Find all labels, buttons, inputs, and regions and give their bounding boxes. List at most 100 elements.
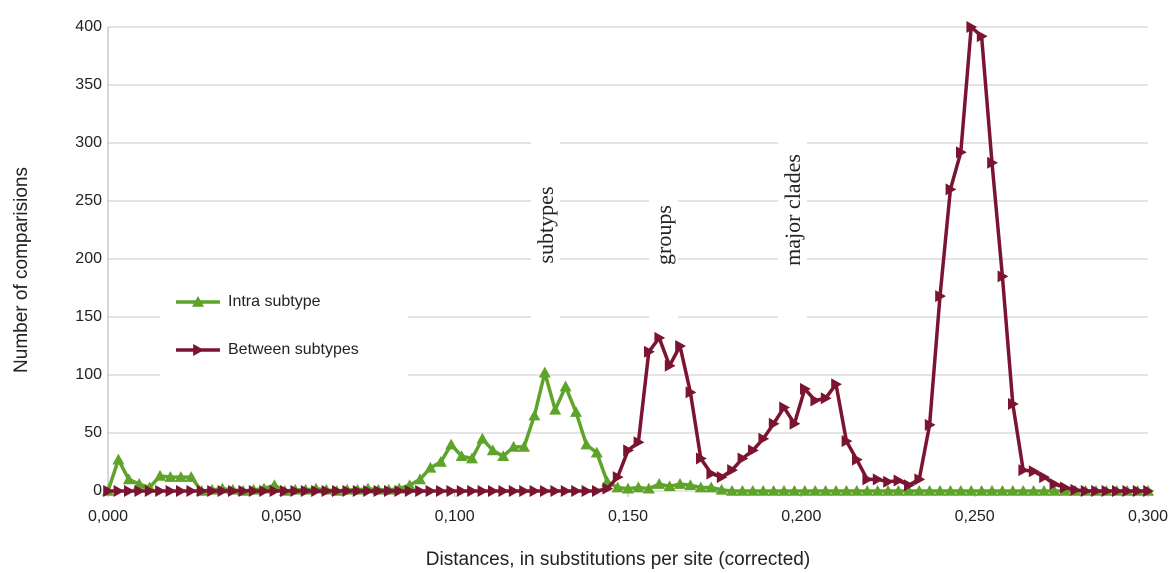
marker xyxy=(664,359,676,372)
marker xyxy=(508,485,520,497)
marker xyxy=(727,464,738,477)
y-tick-label: 0 xyxy=(93,482,102,499)
marker xyxy=(373,485,385,497)
marker xyxy=(767,485,780,496)
marker xyxy=(789,417,801,430)
marker xyxy=(1122,485,1134,497)
y-tick-label: 300 xyxy=(75,134,102,151)
marker xyxy=(290,485,302,497)
marker xyxy=(653,478,666,489)
marker xyxy=(902,485,915,496)
marker xyxy=(436,485,447,497)
marker xyxy=(352,485,364,497)
marker xyxy=(113,485,125,497)
marker xyxy=(434,456,447,467)
marker xyxy=(394,485,406,497)
marker xyxy=(850,485,863,496)
y-tick-label: 250 xyxy=(75,192,102,209)
marker xyxy=(1017,485,1030,496)
annotation-text: major clades xyxy=(780,154,805,266)
marker xyxy=(1132,485,1144,497)
annotation: subtypes xyxy=(531,126,561,324)
annotation: groups xyxy=(649,145,679,325)
marker xyxy=(893,474,905,487)
marker xyxy=(871,485,884,496)
marker xyxy=(758,432,770,445)
marker xyxy=(705,481,718,493)
marker xyxy=(165,485,177,497)
marker xyxy=(529,485,541,497)
marker xyxy=(736,485,749,496)
marker xyxy=(840,485,853,496)
marker xyxy=(632,481,645,493)
marker xyxy=(944,485,957,496)
marker xyxy=(923,485,936,496)
marker xyxy=(414,473,426,485)
marker xyxy=(174,471,187,482)
marker xyxy=(862,473,874,486)
x-tick-label: 0,250 xyxy=(955,508,995,525)
marker xyxy=(633,436,645,449)
marker xyxy=(1070,483,1082,496)
marker xyxy=(913,485,926,496)
marker xyxy=(934,485,946,496)
marker xyxy=(788,485,801,496)
x-axis-label: Distances, in substitutions per site (co… xyxy=(426,549,810,570)
x-tick-label: 0,100 xyxy=(435,508,475,525)
marker xyxy=(196,485,208,497)
marker xyxy=(466,452,478,464)
marker xyxy=(363,485,374,497)
marker xyxy=(477,485,489,497)
marker xyxy=(1049,478,1061,491)
marker xyxy=(1018,464,1030,477)
marker xyxy=(122,473,135,485)
marker xyxy=(996,485,1009,496)
marker xyxy=(248,485,260,497)
marker xyxy=(486,444,499,456)
marker xyxy=(134,485,146,497)
marker xyxy=(1006,485,1019,496)
marker xyxy=(757,485,770,496)
marker xyxy=(269,485,281,497)
marker xyxy=(1028,465,1040,478)
annotation-text: subtypes xyxy=(533,187,558,264)
marker xyxy=(715,483,728,495)
marker xyxy=(415,485,426,497)
annotation-bg xyxy=(649,145,679,325)
marker xyxy=(498,485,510,497)
annotation: major clades xyxy=(778,94,808,326)
marker xyxy=(192,296,204,307)
marker xyxy=(602,482,614,495)
marker xyxy=(622,482,634,494)
marker xyxy=(155,485,166,497)
marker xyxy=(654,331,666,344)
marker xyxy=(746,485,759,496)
marker xyxy=(590,446,603,458)
marker xyxy=(945,183,957,196)
marker xyxy=(768,417,780,430)
marker xyxy=(997,270,1009,283)
marker xyxy=(674,478,686,489)
marker xyxy=(841,435,853,448)
marker xyxy=(987,156,998,169)
marker xyxy=(581,485,593,497)
marker xyxy=(112,453,125,465)
marker xyxy=(176,485,187,497)
marker xyxy=(1101,485,1113,497)
marker xyxy=(798,485,811,496)
marker xyxy=(882,485,894,496)
marker xyxy=(663,480,676,492)
series-line xyxy=(106,370,1148,493)
marker xyxy=(642,482,655,494)
y-tick-label: 150 xyxy=(75,308,102,325)
marker xyxy=(685,386,697,399)
marker xyxy=(810,394,822,407)
marker xyxy=(716,471,728,484)
marker xyxy=(935,290,946,303)
marker xyxy=(820,392,832,405)
marker xyxy=(819,485,832,496)
marker xyxy=(549,403,562,415)
annotation-bg xyxy=(531,126,561,324)
marker xyxy=(519,485,530,497)
marker xyxy=(332,485,343,497)
